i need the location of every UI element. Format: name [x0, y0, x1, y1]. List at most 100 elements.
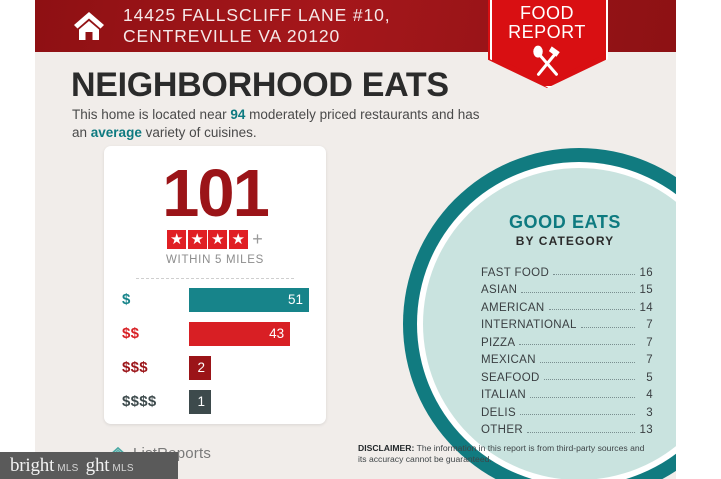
good-eats-count: 7	[646, 319, 653, 331]
price-level-bar: 51	[189, 288, 309, 312]
good-eats-row: DELIS 3	[481, 401, 653, 419]
restaurant-count-value: 101	[162, 156, 270, 231]
leader-dots	[543, 378, 635, 380]
price-level-bar: 2	[189, 356, 211, 380]
watermark-bright-mls-1: bright MLS	[10, 455, 79, 477]
leader-dots	[548, 308, 635, 310]
good-eats-subtitle: BY CATEGORY	[515, 234, 615, 248]
good-eats-category: FAST FOOD	[481, 266, 550, 279]
star-icon: ★	[231, 231, 245, 248]
good-eats-count: 13	[639, 424, 653, 436]
good-eats-row: SEAFOOD 5	[481, 366, 653, 384]
disclaimer: DISCLAIMER: The information in this repo…	[358, 443, 653, 465]
watermark-suffix-1: MLS	[57, 462, 79, 474]
leader-dots	[580, 326, 635, 328]
rating-star: ★	[208, 230, 228, 249]
price-level-bar-row: $51	[104, 288, 326, 318]
star-icon: ★	[190, 231, 204, 248]
spoon-fork-icon	[533, 45, 560, 76]
price-level-label: $$	[122, 325, 140, 342]
price-level-bar: 43	[189, 322, 291, 346]
price-level-bar: 1	[189, 390, 211, 414]
good-eats-count: 15	[639, 284, 653, 296]
leader-dots	[553, 273, 635, 275]
good-eats-row: ASIAN 15	[481, 279, 653, 296]
star-plus-label: +	[252, 229, 263, 249]
disclaimer-label: DISCLAIMER:	[358, 443, 415, 453]
good-eats-row: PIZZA 7	[481, 331, 653, 349]
leader-dots	[530, 396, 635, 398]
price-level-value: 51	[287, 292, 303, 307]
subtitle-variety: average	[90, 124, 142, 140]
good-eats-category: ITALIAN	[481, 389, 527, 401]
good-eats-panel: GOOD EATS BY CATEGORY FAST FOOD 16 ASIAN 15…	[455, 212, 675, 436]
address-line-1: 14425 FALLSCLIFF LANE #10,	[123, 5, 391, 25]
price-level-bar-track: 2	[189, 356, 309, 380]
good-eats-count: 3	[646, 406, 653, 419]
badge-line-1: FOOD	[520, 3, 574, 23]
good-eats-row: FAST FOOD 16	[481, 261, 653, 279]
good-eats-category: AMERICAN	[481, 301, 545, 314]
rating-star: ★	[167, 230, 187, 249]
house-icon	[74, 12, 104, 40]
address-line-2: CENTREVILLE VA 20120	[123, 26, 341, 46]
watermark-suffix-2: MLS	[112, 462, 134, 474]
good-eats-count: 5	[646, 371, 653, 384]
restaurant-count-card: 101 ★ ★ ★ ★ + WITHIN 5 MILES $51 $$ 43 $$$ 2 $$$$…	[104, 146, 326, 424]
price-level-bar-track: 1	[189, 390, 309, 414]
star-icon: ★	[170, 231, 184, 248]
star-icon: ★	[211, 231, 225, 248]
good-eats-count: 16	[639, 266, 653, 279]
good-eats-category: ASIAN	[481, 284, 518, 296]
mls-watermark: bright MLS ght MLS	[0, 452, 178, 479]
star-rating: ★ ★ ★ ★ +	[104, 230, 326, 249]
good-eats-title: GOOD EATS	[508, 212, 622, 232]
page-subtitle: This home is located near 94 moderately …	[72, 106, 492, 141]
leader-dots	[539, 361, 635, 363]
card-divider	[136, 278, 294, 279]
leader-dots	[520, 413, 635, 415]
subtitle-part-2: moderately priced restaurants and has an	[72, 107, 480, 140]
good-eats-count: 7	[646, 354, 653, 366]
good-eats-count: 7	[646, 336, 653, 349]
leader-dots	[519, 343, 635, 345]
page-title: NEIGHBORHOOD EATS	[71, 66, 449, 104]
good-eats-list: FAST FOOD 16 ASIAN 15 AMERICAN 14 INTERNATIONA…	[455, 261, 675, 437]
price-level-label: $	[122, 291, 131, 308]
good-eats-row: ITALIAN 4	[481, 384, 653, 401]
good-eats-category: MEXICAN	[481, 354, 536, 366]
rating-star: ★	[228, 230, 248, 249]
price-level-value: 1	[197, 394, 205, 409]
good-eats-category: INTERNATIONAL	[481, 319, 577, 331]
subtitle-part-1: This home is located near	[72, 107, 231, 122]
leader-dots	[527, 431, 635, 433]
report-sheet: 14425 FALLSCLIFF LANE #10, CENTREVILLE V…	[35, 0, 676, 479]
price-level-bar-row: $$$$ 1	[104, 390, 326, 420]
price-level-label: $$$$	[122, 393, 157, 410]
good-eats-count: 14	[639, 301, 653, 314]
food-report-badge-outline	[490, 0, 608, 88]
price-level-bar-track: 43	[189, 322, 309, 346]
price-level-bar-chart: $51 $$ 43 $$$ 2 $$$$ 1	[104, 288, 326, 424]
rating-star: ★	[187, 230, 207, 249]
property-address: 14425 FALLSCLIFF LANE #10, CENTREVILLE V…	[123, 5, 391, 47]
watermark-brand-1: bright	[10, 454, 55, 476]
leader-dots	[521, 291, 635, 293]
good-eats-category: OTHER	[481, 424, 523, 436]
price-level-value: 43	[269, 326, 285, 341]
good-eats-category: PIZZA	[481, 336, 516, 349]
good-eats-row: AMERICAN 14	[481, 296, 653, 314]
good-eats-row: MEXICAN 7	[481, 349, 653, 366]
food-report-badge-text: FOOD REPORT	[492, 4, 602, 42]
subtitle-part-3: variety of cuisines.	[141, 124, 257, 140]
price-level-value: 2	[197, 360, 205, 375]
good-eats-category: DELIS	[481, 406, 516, 419]
price-level-bar-row: $$$ 2	[104, 356, 326, 386]
good-eats-category: SEAFOOD	[481, 371, 540, 384]
good-eats-row: OTHER 13	[481, 419, 653, 436]
price-level-label: $$$	[122, 359, 148, 376]
price-level-bar-track: 51	[189, 288, 309, 312]
badge-line-2: REPORT	[508, 22, 586, 42]
good-eats-count: 4	[646, 389, 653, 401]
